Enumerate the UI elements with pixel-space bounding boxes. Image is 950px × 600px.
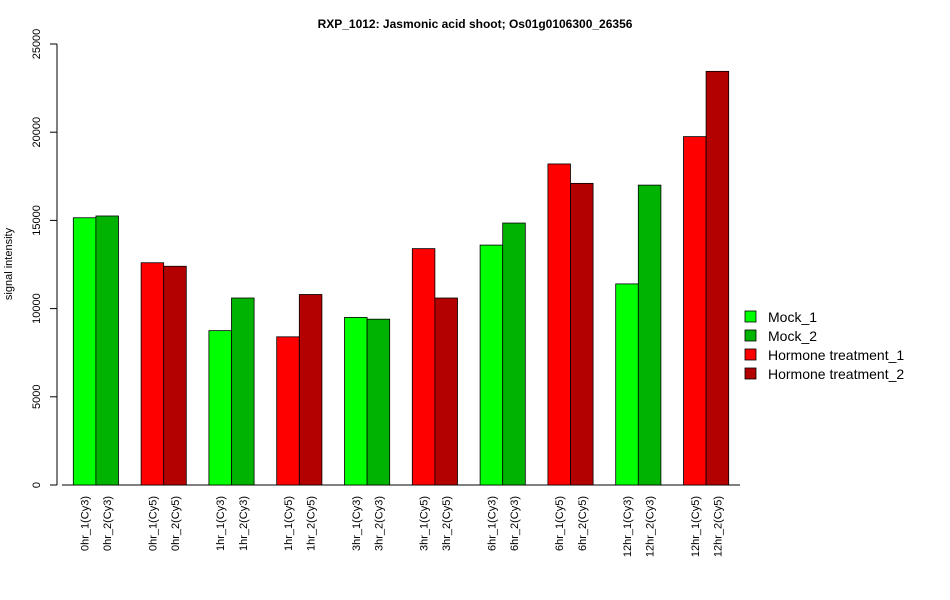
- x-tick-label: 12hr_1(Cy5): [690, 496, 702, 557]
- x-tick-label: 3hr_2(Cy3): [373, 496, 385, 551]
- bar: [95, 215, 119, 486]
- x-tick-labels: 0hr_1(Cy3) 0hr_2(Cy3) 0hr_1(Cy5) 0hr_2(Cy5)…: [80, 496, 725, 557]
- bar: [479, 244, 504, 486]
- legend-swatch: [744, 367, 757, 380]
- legend-swatch: [744, 348, 757, 361]
- x-tick-label: 1hr_2(Cy5): [306, 496, 318, 551]
- x-tick-label: 1hr_1(Cy3): [215, 496, 227, 551]
- y-axis: 0 5000 10000 15000 20000 25000: [31, 29, 58, 488]
- x-tick-label: 0hr_2(Cy3): [102, 496, 114, 551]
- legend-label: Hormone treatment_2: [768, 366, 904, 382]
- bar: [434, 297, 458, 486]
- y-tick-label: 10000: [31, 293, 43, 324]
- legend: Mock_1 Mock_2 Hormone treatment_1 Hormone t…: [744, 309, 904, 382]
- legend-label: Mock_2: [768, 328, 817, 344]
- bar: [570, 182, 594, 486]
- bar: [637, 184, 662, 486]
- bar: [683, 136, 707, 486]
- bar: [411, 248, 436, 486]
- x-tick-label: 3hr_1(Cy5): [419, 496, 431, 551]
- x-tick-label: 6hr_1(Cy5): [554, 496, 566, 551]
- x-tick-label: 6hr_2(Cy3): [509, 496, 521, 551]
- chart-title: RXP_1012: Jasmonic acid shoot; Os01g0106…: [318, 17, 633, 31]
- bar: [231, 297, 255, 486]
- bar: [502, 222, 526, 486]
- x-tick-label: 0hr_2(Cy5): [170, 496, 182, 551]
- y-tick-label: 0: [31, 482, 43, 488]
- x-tick-label: 1hr_2(Cy3): [238, 496, 250, 551]
- x-tick-label: 12hr_1(Cy3): [622, 496, 634, 557]
- y-tick-label: 20000: [31, 117, 43, 148]
- x-tick-label: 6hr_2(Cy5): [577, 496, 589, 551]
- x-tick-label: 12hr_2(Cy5): [712, 496, 724, 557]
- legend-label: Hormone treatment_1: [768, 347, 904, 363]
- y-tick-label: 5000: [31, 385, 43, 409]
- bar: [163, 265, 187, 486]
- y-tick-label: 25000: [31, 29, 43, 60]
- bar: [615, 283, 639, 486]
- bar: [344, 317, 368, 486]
- x-tick-label: 3hr_2(Cy5): [441, 496, 453, 551]
- bar: [705, 70, 730, 486]
- legend-swatch: [744, 310, 757, 323]
- x-tick-label: 12hr_2(Cy3): [645, 496, 657, 557]
- x-tick-label: 1hr_1(Cy5): [283, 496, 295, 551]
- x-tick-label: 0hr_1(Cy5): [147, 496, 159, 551]
- bar: [72, 217, 97, 486]
- legend-swatch: [744, 329, 757, 342]
- y-tick-label: 15000: [31, 205, 43, 236]
- bar: [208, 330, 232, 486]
- bars: [72, 70, 730, 486]
- bar: [366, 318, 391, 486]
- bar: [140, 262, 165, 486]
- y-axis-label: signal intensity: [3, 227, 15, 300]
- bar: [547, 163, 571, 486]
- bar: [276, 336, 300, 486]
- legend-label: Mock_1: [768, 309, 817, 325]
- bar: [298, 294, 323, 486]
- x-tick-label: 0hr_1(Cy3): [80, 496, 92, 551]
- x-tick-label: 6hr_1(Cy3): [486, 496, 498, 551]
- x-tick-label: 3hr_1(Cy3): [351, 496, 363, 551]
